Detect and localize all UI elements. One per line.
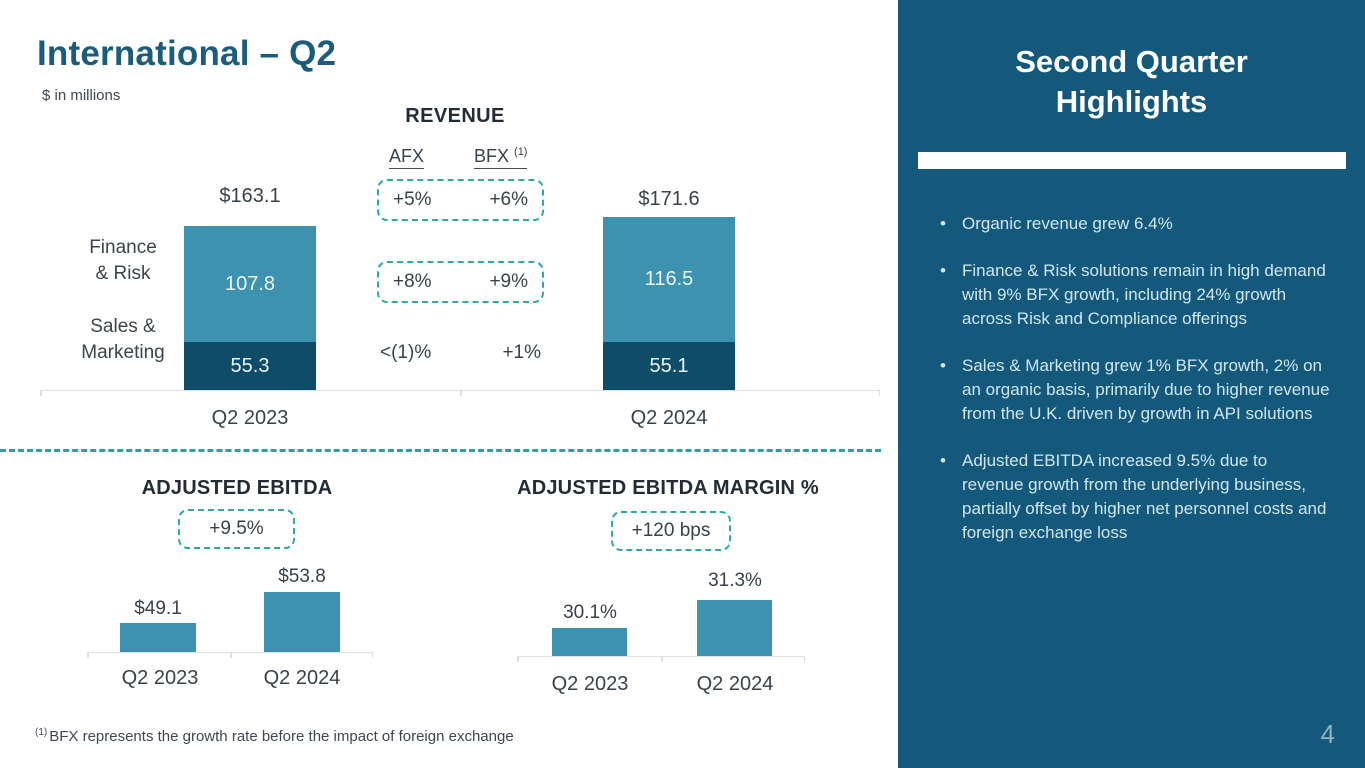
ebitda-bar-q2-2023 [120,623,196,652]
bfx-footnote-marker: (1) [514,146,528,158]
growth-total-bfx: +6% [489,189,528,210]
series-label-sales-marketing: Sales & Marketing [81,316,165,363]
growth-fr-bfx: +9% [489,271,528,292]
series-label-finance-risk: Finance & Risk [89,237,157,284]
growth-badge-finance-risk: +8% +9% [377,261,544,303]
axis-tick [878,391,880,396]
ebitda-category-q2-2024: Q2 2024 [263,667,341,689]
margin-value-q2-2023: 30.1% [563,602,617,623]
sales-marketing-segment-2023: 55.3 [184,342,316,390]
ebitda-x-axis [87,652,373,658]
growth-total-afx: +5% [393,189,432,210]
highlight-item: Sales & Marketing grew 1% BFX growth, 2%… [938,354,1332,426]
axis-tick [230,653,232,658]
finance-risk-segment-2024: 116.5 [603,217,735,342]
revenue-category-q2-2024: Q2 2024 [630,407,708,429]
growth-badge-total: +5% +6% [377,179,544,221]
ebitda-bar-q2-2024 [264,592,340,652]
revenue-total-q2-2024: $171.6 [638,188,700,210]
footnote-text: BFX represents the growth rate before th… [49,728,514,745]
margin-chart-title: ADJUSTED EBITDA MARGIN % [517,477,819,499]
footnote-marker: (1) [35,727,48,738]
revenue-x-axis [40,390,880,396]
sidebar-title-underline [918,152,1346,169]
margin-x-axis [517,656,805,662]
ebitda-value-q2-2024: $53.8 [278,566,326,587]
sidebar-title: Second Quarter Highlights [1015,44,1248,119]
finance-risk-segment-2023: 107.8 [184,226,316,342]
margin-value-q2-2024: 31.3% [708,570,762,591]
ebitda-growth-badge: +9.5% [178,509,295,549]
axis-tick [40,391,42,396]
axis-tick [87,653,89,658]
section-divider [0,449,881,452]
bfx-column-header: BFX (1) [474,146,528,169]
highlight-item: Organic revenue grew 6.4% [938,212,1332,236]
margin-bar-q2-2024 [697,600,772,656]
axis-tick [517,657,519,662]
margin-category-q2-2024: Q2 2024 [696,673,774,695]
axis-tick [661,657,663,662]
growth-row-sales-marketing: <(1)% +1% [372,342,549,364]
axis-tick [371,653,373,658]
margin-growth-badge: +120 bps [611,511,731,551]
revenue-bar-q2-2023: 107.8 55.3 [184,226,316,390]
highlights-list: Organic revenue grew 6.4% Finance & Risk… [938,212,1332,545]
sales-marketing-segment-2024: 55.1 [603,342,735,390]
revenue-total-q2-2023: $163.1 [219,185,281,207]
page-number: 4 [1320,719,1335,749]
growth-fr-afx: +8% [393,271,432,292]
axis-tick [803,657,805,662]
axis-tick [460,391,462,396]
margin-bar-q2-2023 [552,628,627,656]
page-title: International – Q2 [37,34,337,73]
ebitda-chart-title: ADJUSTED EBITDA [141,477,333,499]
highlight-item: Finance & Risk solutions remain in high … [938,259,1332,331]
highlight-item: Adjusted EBITDA increased 9.5% due to re… [938,449,1332,545]
units-note: $ in millions [42,87,121,104]
footnote: (1) BFX represents the growth rate before… [35,727,514,745]
highlights-sidebar: Second Quarter Highlights Organic revenu… [898,0,1365,768]
growth-sm-bfx: +1% [502,342,541,363]
margin-category-q2-2023: Q2 2023 [551,673,629,695]
revenue-category-q2-2023: Q2 2023 [211,407,289,429]
revenue-bar-q2-2024: 116.5 55.1 [603,217,735,390]
ebitda-value-q2-2023: $49.1 [134,598,182,619]
growth-sm-afx: <(1)% [380,342,432,363]
revenue-chart-title: REVENUE [405,105,505,127]
afx-column-header: AFX [389,146,425,169]
ebitda-category-q2-2023: Q2 2023 [121,667,199,689]
